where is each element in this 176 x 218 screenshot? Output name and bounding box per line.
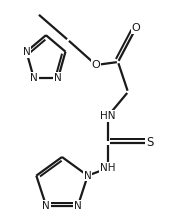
Text: HN: HN (100, 111, 116, 121)
Text: O: O (132, 23, 140, 33)
Text: NH: NH (100, 163, 116, 173)
Text: O: O (92, 60, 100, 70)
Text: N: N (54, 73, 62, 83)
Text: N: N (23, 47, 30, 57)
Text: S: S (146, 136, 154, 150)
Text: N: N (74, 201, 82, 211)
Text: N: N (30, 73, 38, 83)
Text: N: N (84, 171, 92, 181)
Text: N: N (42, 201, 50, 211)
